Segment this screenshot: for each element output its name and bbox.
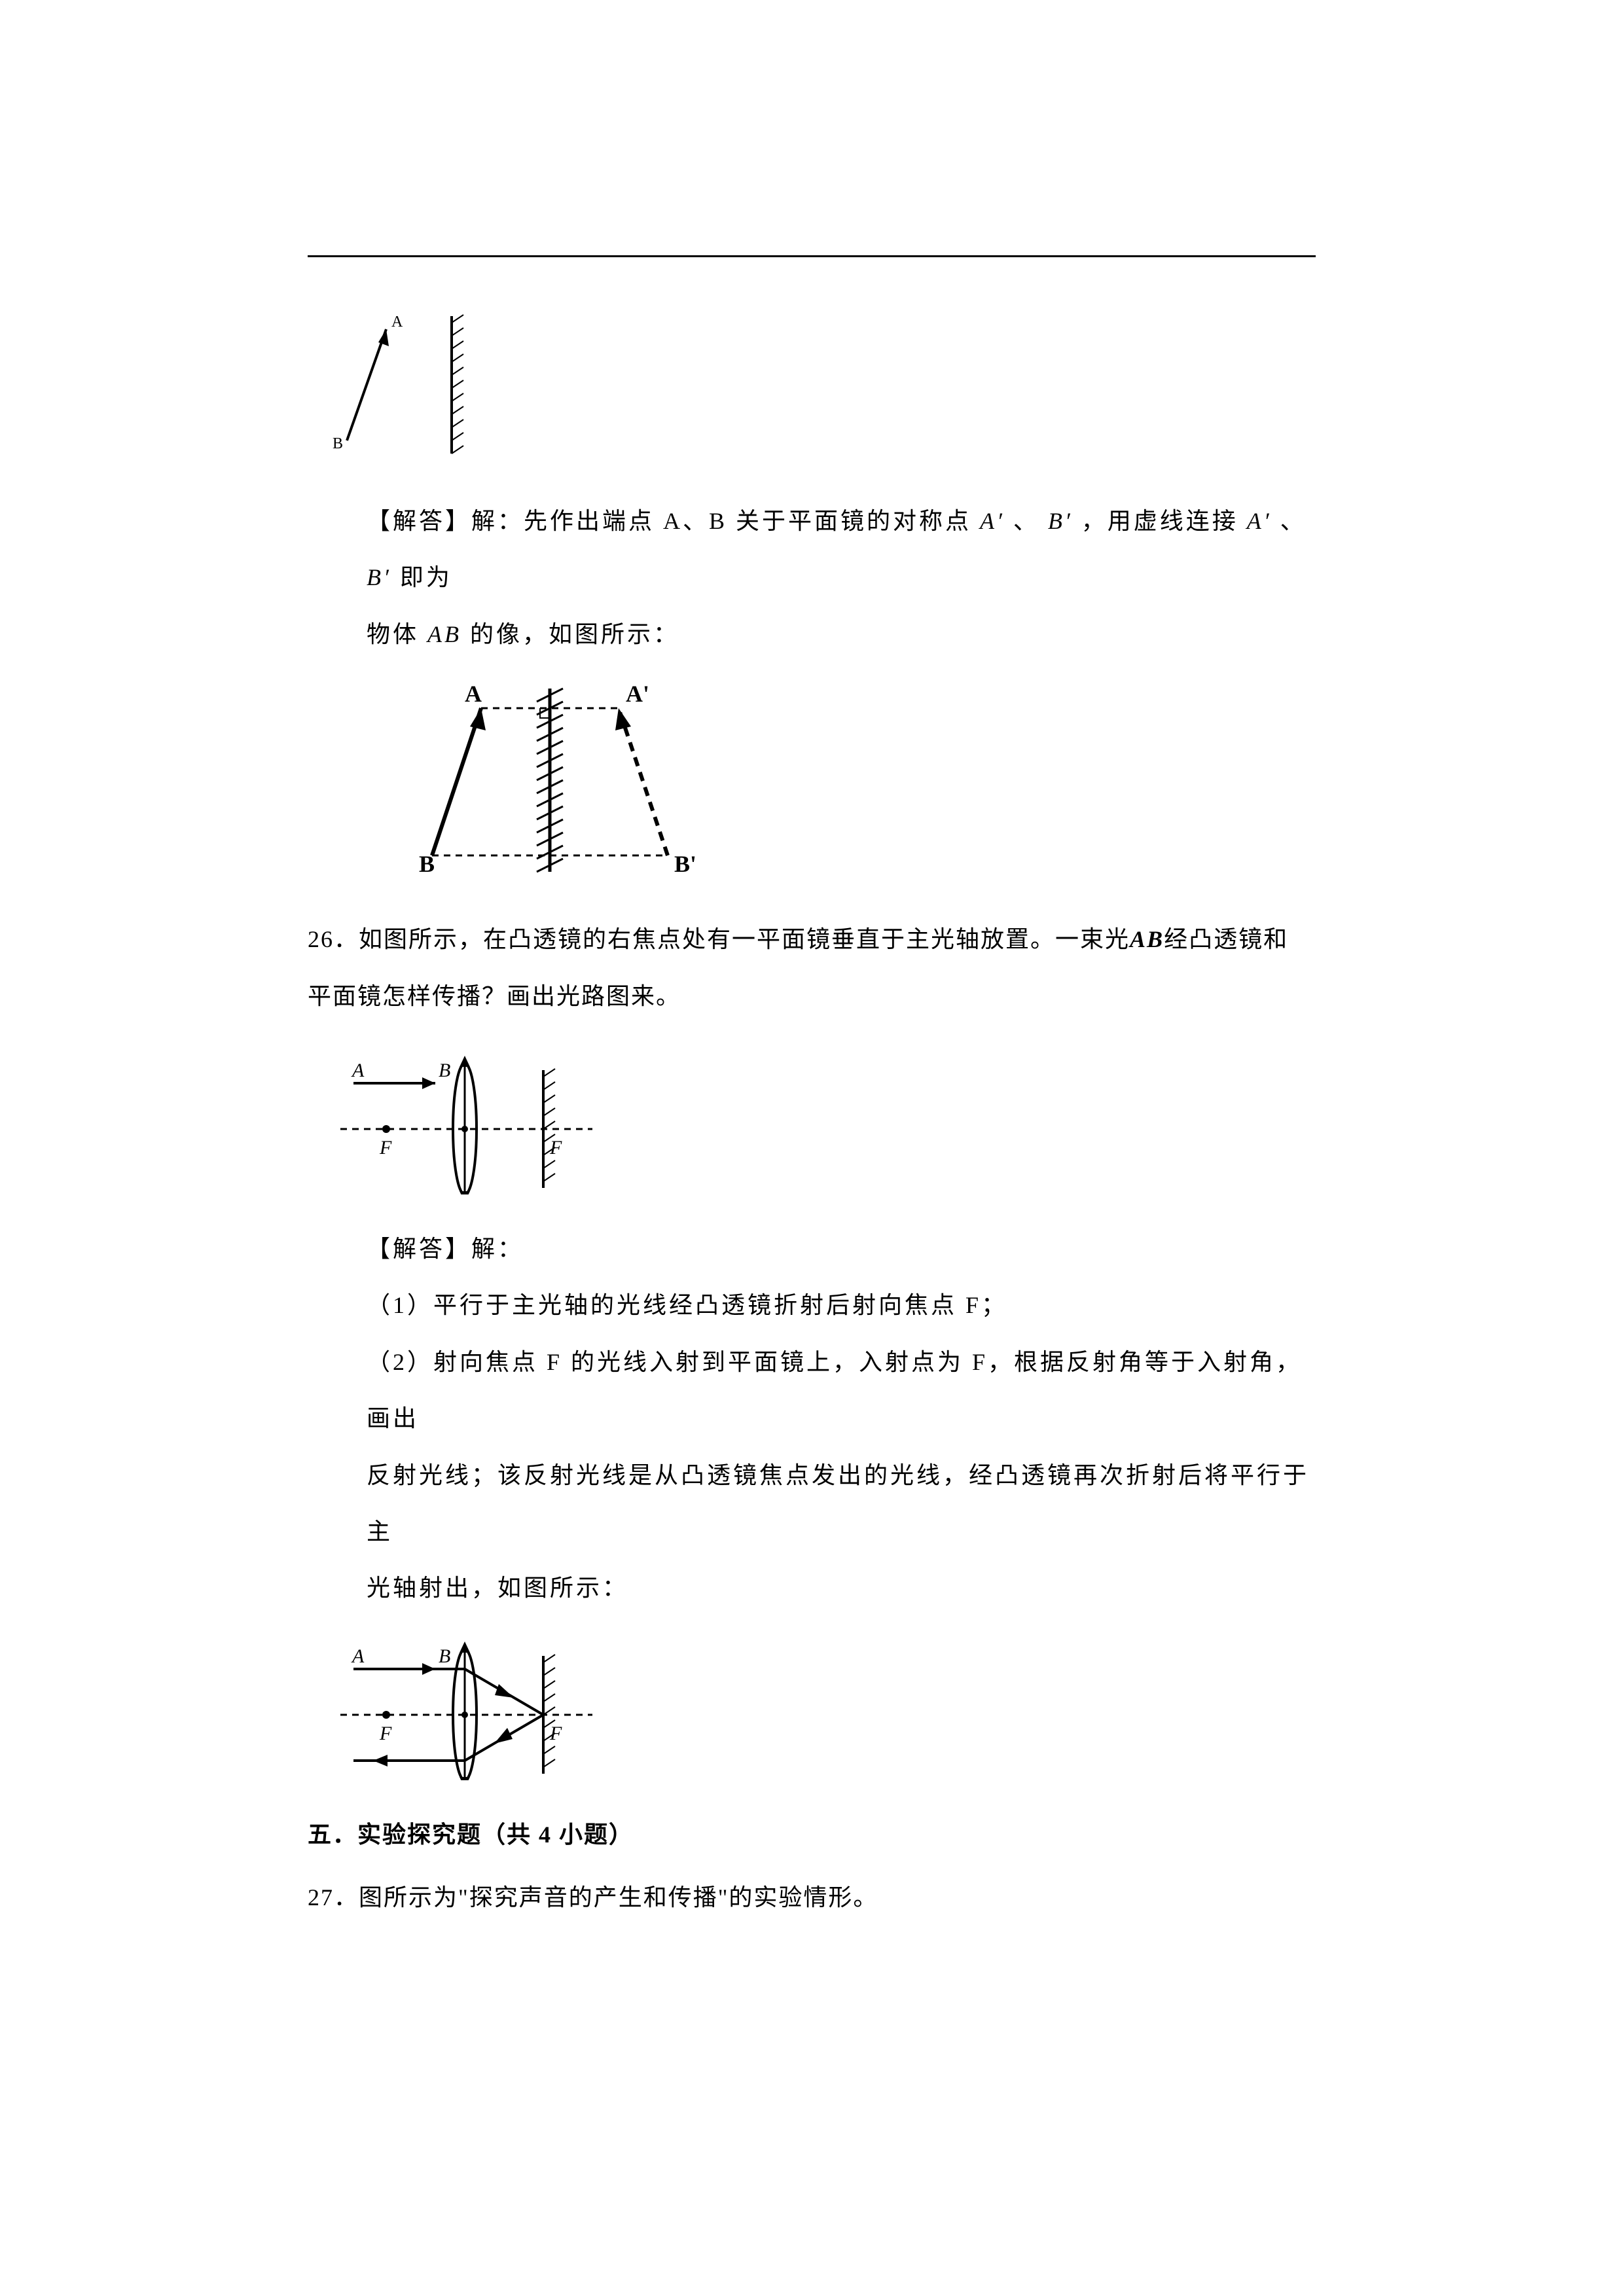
label-b: B: [439, 1060, 450, 1081]
label-ap: A': [626, 681, 649, 707]
answer26-step2-l3: 光轴射出，如图所示：: [367, 1575, 628, 1601]
label-bp: B': [674, 851, 696, 877]
diagram-26-question: F F A B: [334, 1044, 1316, 1194]
answer25-suffix1: 即为: [400, 564, 452, 590]
answer25-line1-p1: 【解答】解：先作出端点 A、B 关于平面镜的对称点: [367, 508, 971, 534]
answer25-sep1: 、: [1013, 508, 1039, 534]
answer25-bp: B′: [1048, 508, 1073, 534]
page-divider: [308, 255, 1316, 257]
q26-text1: 如图所示，在凸透镜的右焦点处有一平面镜垂直于主光轴放置。一束光: [359, 926, 1130, 952]
answer-26-header: 【解答】解：: [367, 1221, 1316, 1277]
q26-line2: 平面镜怎样传播？画出光路图来。: [308, 983, 681, 1009]
label-f-right: F: [549, 1137, 562, 1158]
q27-text: 图所示为"探究声音的产生和传播"的实验情形。: [359, 1884, 878, 1910]
answer26-step2-l2: 反射光线；该反射光线是从凸透镜焦点发出的光线，经凸透镜再次折射后将平行于主: [367, 1462, 1309, 1545]
diagram-26-solution: F F A B: [334, 1630, 1316, 1780]
answer-26-step2-l2: 反射光线；该反射光线是从凸透镜焦点发出的光线，经凸透镜再次折射后将平行于主: [367, 1447, 1316, 1560]
question-27: 27．图所示为"探究声音的产生和传播"的实验情形。: [308, 1869, 1316, 1926]
section-5-header: 五．实验探究题（共 4 小题）: [308, 1806, 1316, 1863]
label-f-left: F: [379, 1723, 392, 1744]
label-f-left: F: [379, 1137, 392, 1158]
diagram-25-question: A B: [321, 310, 1316, 467]
answer26-step1: （1）平行于主光轴的光线经凸透镜折射后射向焦点 F；: [367, 1292, 1007, 1318]
section5-header: 五．实验探究题（共 4 小题）: [308, 1821, 634, 1848]
answer-25-text: 【解答】解：先作出端点 A、B 关于平面镜的对称点 A′ 、 B′ ，用虚线连接…: [367, 493, 1316, 662]
label-a: A: [391, 314, 403, 331]
q26-ab: AB: [1130, 926, 1164, 952]
answer25-sep2: 、: [1280, 508, 1307, 534]
answer-26-step2-l1: （2）射向焦点 F 的光线入射到平面镜上，入射点为 F，根据反射角等于入射角，画…: [367, 1334, 1316, 1447]
answer25-line2-prefix: 物体: [367, 621, 419, 647]
question-26: 26．如图所示，在凸透镜的右焦点处有一平面镜垂直于主光轴放置。一束光AB经凸透镜…: [308, 911, 1316, 967]
answer-26-step2-l3: 光轴射出，如图所示：: [367, 1560, 1316, 1616]
answer-26-step1: （1）平行于主光轴的光线经凸透镜折射后射向焦点 F；: [367, 1277, 1316, 1333]
answer25-ap2: A′: [1247, 508, 1272, 534]
question-26-line2: 平面镜怎样传播？画出光路图来。: [308, 968, 1316, 1024]
diagram-25-solution: A B A' B': [386, 675, 1316, 885]
label-a: A: [351, 1060, 365, 1081]
label-f-right: F: [549, 1723, 562, 1744]
label-a: A: [465, 681, 482, 707]
answer26-header: 【解答】解：: [367, 1236, 524, 1262]
label-b: B: [439, 1645, 450, 1667]
q26-text2: 经凸透镜和: [1164, 926, 1288, 952]
q26-number: 26．: [308, 926, 359, 952]
answer25-mid: ，用虚线连接: [1081, 508, 1238, 534]
q27-number: 27．: [308, 1884, 359, 1910]
answer26-step2-l1: （2）射向焦点 F 的光线入射到平面镜上，入射点为 F，根据反射角等于入射角，画…: [367, 1349, 1302, 1431]
label-a: A: [351, 1645, 365, 1667]
answer25-ap: A′: [980, 508, 1005, 534]
answer25-ab: AB: [427, 621, 461, 647]
answer25-line2-suffix: 的像，如图所示：: [470, 621, 679, 647]
answer25-bp2: B′: [367, 564, 391, 590]
label-b: B: [333, 435, 343, 452]
